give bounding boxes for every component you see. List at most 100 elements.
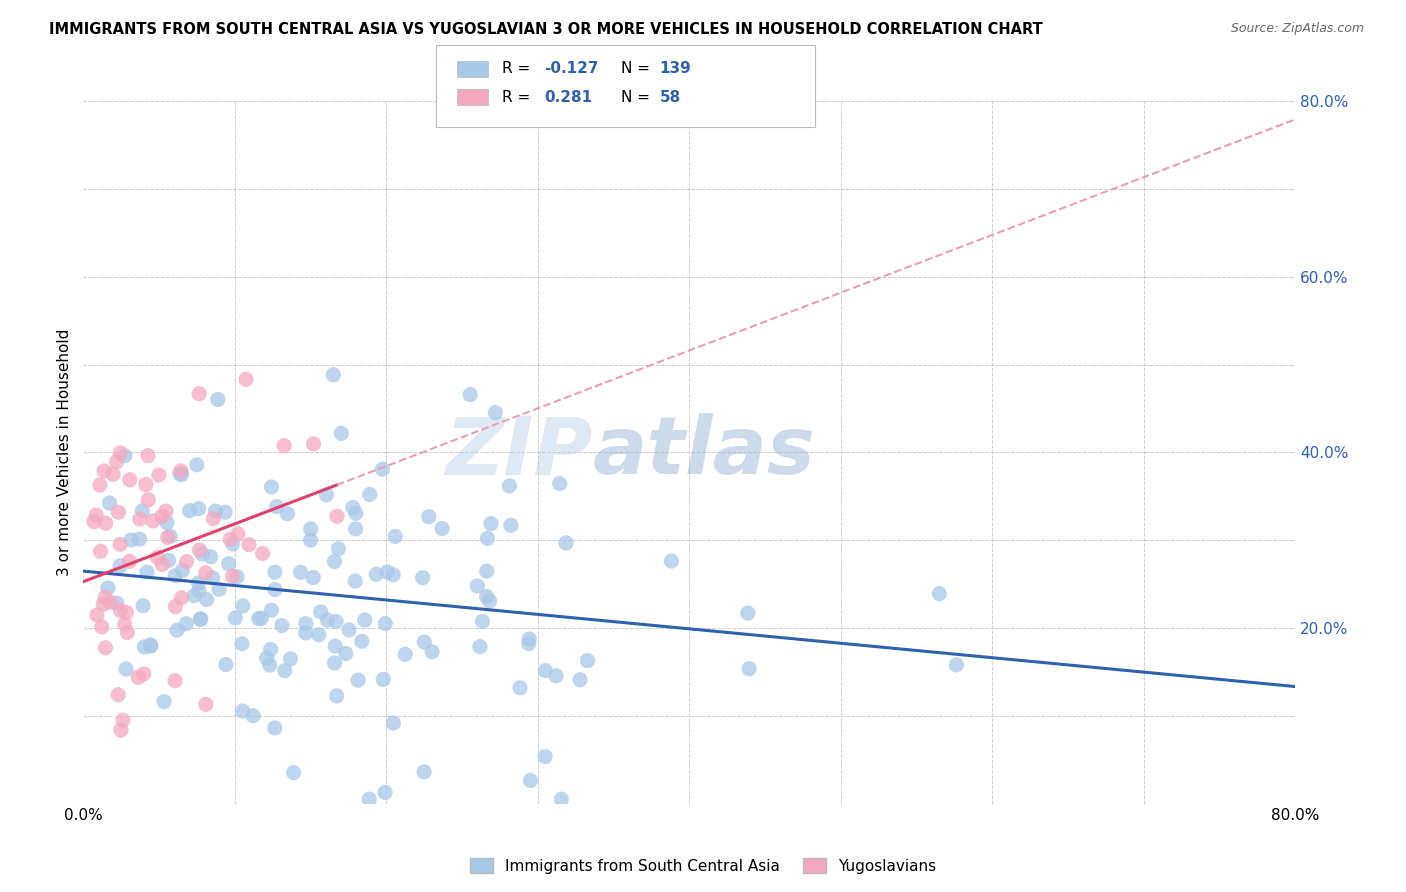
Point <box>111 713 134 727</box>
Point <box>263 565 285 579</box>
Point <box>242 708 264 723</box>
Point <box>273 439 295 453</box>
Point <box>309 605 332 619</box>
Text: 0.281: 0.281 <box>544 90 592 104</box>
Point <box>420 645 443 659</box>
Point <box>215 657 238 672</box>
Point <box>477 532 499 546</box>
Point <box>394 648 416 662</box>
Y-axis label: 3 or more Vehicles in Household: 3 or more Vehicles in Household <box>58 329 72 576</box>
Point <box>201 571 224 585</box>
Point <box>187 576 209 591</box>
Point <box>260 642 283 657</box>
Point <box>458 387 481 401</box>
Point <box>337 623 360 637</box>
Point <box>299 522 322 536</box>
Point <box>194 698 217 712</box>
Point <box>344 522 367 536</box>
Point <box>146 550 169 565</box>
Point <box>315 488 337 502</box>
Text: R =: R = <box>502 62 536 76</box>
Point <box>105 596 128 610</box>
Point <box>498 479 520 493</box>
Point <box>945 657 967 672</box>
Point <box>114 617 136 632</box>
Point <box>322 368 344 382</box>
Point <box>418 509 440 524</box>
Point <box>270 618 292 632</box>
Point <box>84 508 107 522</box>
Point <box>194 566 217 580</box>
Point <box>509 681 531 695</box>
Point <box>221 537 243 551</box>
Point <box>156 530 179 544</box>
Point <box>350 634 373 648</box>
Point <box>283 765 305 780</box>
Point <box>83 515 105 529</box>
Point <box>190 612 212 626</box>
Point <box>517 637 540 651</box>
Point <box>330 426 353 441</box>
Point <box>187 501 209 516</box>
Text: N =: N = <box>621 90 655 104</box>
Point <box>382 716 405 731</box>
Point <box>323 639 346 653</box>
Legend: Immigrants from South Central Asia, Yugoslavians: Immigrants from South Central Asia, Yugo… <box>464 852 942 880</box>
Point <box>544 669 567 683</box>
Point <box>159 529 181 543</box>
Point <box>373 673 395 687</box>
Point <box>170 467 193 482</box>
Point <box>165 569 187 583</box>
Point <box>479 516 502 531</box>
Point <box>120 533 142 547</box>
Point <box>127 670 149 684</box>
Point <box>238 538 260 552</box>
Point <box>371 462 394 476</box>
Text: IMMIGRANTS FROM SOUTH CENTRAL ASIA VS YUGOSLAVIAN 3 OR MORE VEHICLES IN HOUSEHOL: IMMIGRANTS FROM SOUTH CENTRAL ASIA VS YU… <box>49 22 1043 37</box>
Point <box>299 533 322 548</box>
Point <box>89 544 111 558</box>
Point <box>374 785 396 799</box>
Point <box>142 514 165 528</box>
Point <box>188 584 211 599</box>
Point <box>471 614 494 628</box>
Point <box>214 505 236 519</box>
Point <box>232 704 254 718</box>
Point <box>176 555 198 569</box>
Point <box>576 654 599 668</box>
Point <box>263 721 285 735</box>
Point <box>207 392 229 407</box>
Point <box>170 464 193 478</box>
Point <box>316 613 339 627</box>
Point <box>534 664 557 678</box>
Point <box>260 603 283 617</box>
Point <box>174 616 197 631</box>
Point <box>135 477 157 491</box>
Point <box>172 563 194 577</box>
Point <box>374 616 396 631</box>
Point <box>548 476 571 491</box>
Point <box>661 554 683 568</box>
Point <box>107 688 129 702</box>
Point <box>98 496 121 510</box>
Point <box>138 492 160 507</box>
Point <box>302 570 325 584</box>
Text: Source: ZipAtlas.com: Source: ZipAtlas.com <box>1230 22 1364 36</box>
Point <box>166 623 188 637</box>
Point <box>353 613 375 627</box>
Point <box>308 628 330 642</box>
Point <box>325 615 347 629</box>
Point <box>335 647 357 661</box>
Point <box>412 571 434 585</box>
Point <box>94 640 117 655</box>
Point <box>517 632 540 646</box>
Point <box>94 590 117 604</box>
Point <box>226 527 249 541</box>
Point <box>153 695 176 709</box>
Point <box>156 516 179 530</box>
Point <box>478 594 501 608</box>
Point <box>118 554 141 568</box>
Point <box>188 386 211 401</box>
Point <box>89 478 111 492</box>
Point <box>232 599 254 613</box>
